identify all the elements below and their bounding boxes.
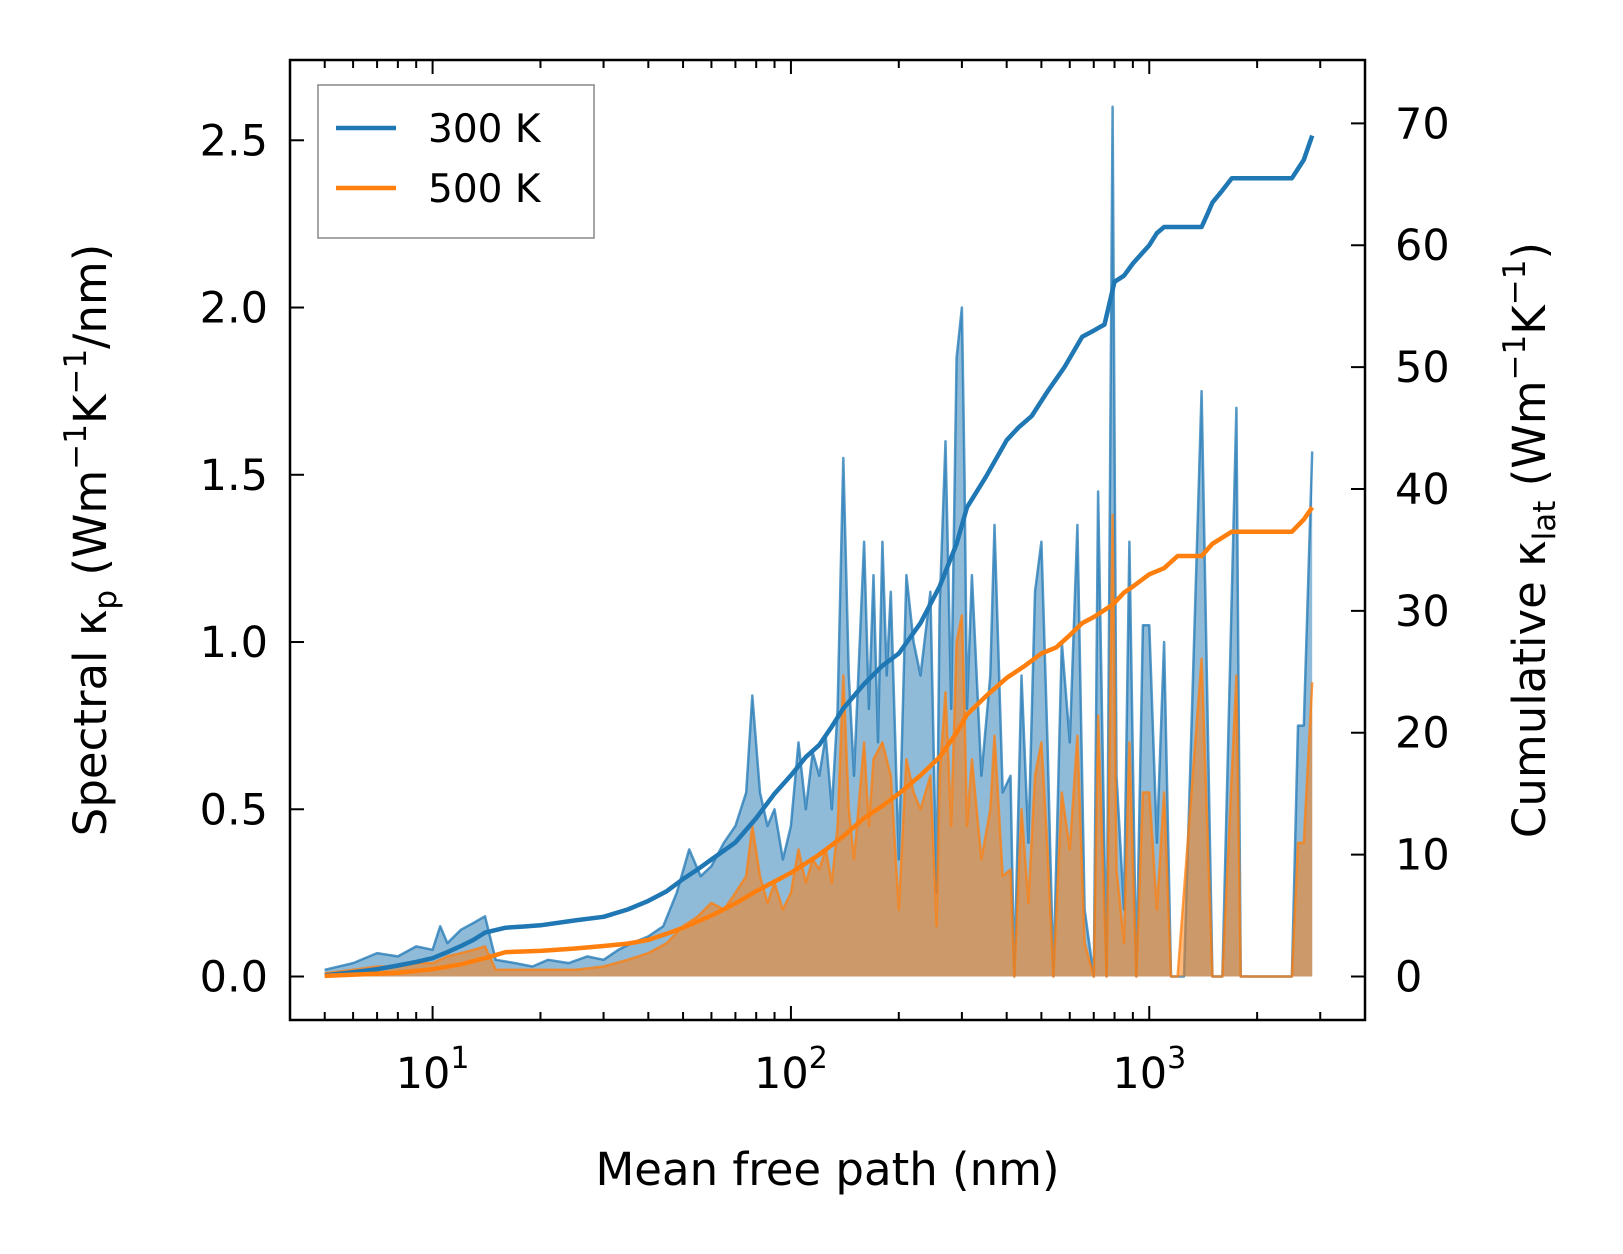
legend-label-300-k: 300 K <box>428 107 542 152</box>
cumulative-line-300-k <box>324 134 1315 978</box>
y-left-tick-label: 2.0 <box>200 284 268 334</box>
y-left-tick-label: 1.5 <box>200 451 268 501</box>
x-tick-exponent: 3 <box>1167 1041 1186 1076</box>
y-right-tick-label: 30 <box>1395 587 1450 637</box>
legend-box <box>317 84 595 239</box>
y-left-tick-label: 0.0 <box>200 953 268 1003</box>
y-left-axis-title-part: K <box>64 393 117 424</box>
y-right-tick-label: 60 <box>1395 221 1450 271</box>
spectral-line-500-k <box>324 513 1314 978</box>
y-right-axis-title-part: −1 <box>1497 335 1533 381</box>
y-left-axis-title: Spectral κp (Wm−1K−1/nm) <box>58 244 124 837</box>
x-tick-exponent: 1 <box>450 1041 469 1076</box>
x-axis-title: Mean free path (nm) <box>595 1143 1059 1196</box>
y-right-axis-title-part: lat <box>1527 501 1563 541</box>
spectral-line-300-k <box>324 105 1314 978</box>
y-left-axis-title-part: −1 <box>58 349 94 395</box>
plot-areas <box>324 105 1314 978</box>
spectral-fill-500-k <box>324 514 1313 977</box>
y-left-axis-title-part: −1 <box>58 424 94 470</box>
y-right-axis-title: Cumulative κlat (Wm−1K−1) <box>1497 242 1563 838</box>
y-right-axis-title-part: (Wm <box>1503 380 1556 500</box>
y-right-axis-title-part: −1 <box>1497 260 1533 306</box>
spectral-fill-300-k <box>324 106 1313 977</box>
y-right-tick-label: 40 <box>1395 465 1450 515</box>
y-left-axis-title-part: Spectral κ <box>64 610 117 837</box>
plot-frame <box>288 58 1367 1022</box>
legend: 300 K 500 K <box>317 84 595 239</box>
y-left-tick-label: 0.5 <box>200 785 268 835</box>
y-left-tick-label: 2.5 <box>200 116 268 166</box>
x-tick-exponent: 2 <box>809 1041 828 1076</box>
y-left-axis-title-part: /nm) <box>64 244 117 349</box>
y-right-tick-label: 0 <box>1395 952 1422 1002</box>
y-left-axis-title-part: (Wm <box>64 470 117 590</box>
axes: 101 102 1030.00.51.01.52.02.50102030405060… <box>58 58 1563 1196</box>
y-right-axis-title-part: K <box>1503 304 1556 335</box>
y-right-tick-label: 10 <box>1395 831 1450 881</box>
y-right-tick-label: 50 <box>1395 343 1450 393</box>
y-right-tick-label: 70 <box>1395 99 1450 149</box>
y-left-tick-label: 1.0 <box>200 618 268 668</box>
plot-lines <box>324 134 1315 979</box>
legend-label-500-k: 500 K <box>428 167 542 212</box>
y-right-axis-title-part: ) <box>1503 242 1556 260</box>
y-right-tick-label: 20 <box>1395 709 1450 759</box>
cumulative-line-500-k <box>324 506 1315 979</box>
y-right-axis-title-part: Cumulative κ <box>1503 540 1556 838</box>
y-left-axis-title-part: p <box>88 590 124 610</box>
